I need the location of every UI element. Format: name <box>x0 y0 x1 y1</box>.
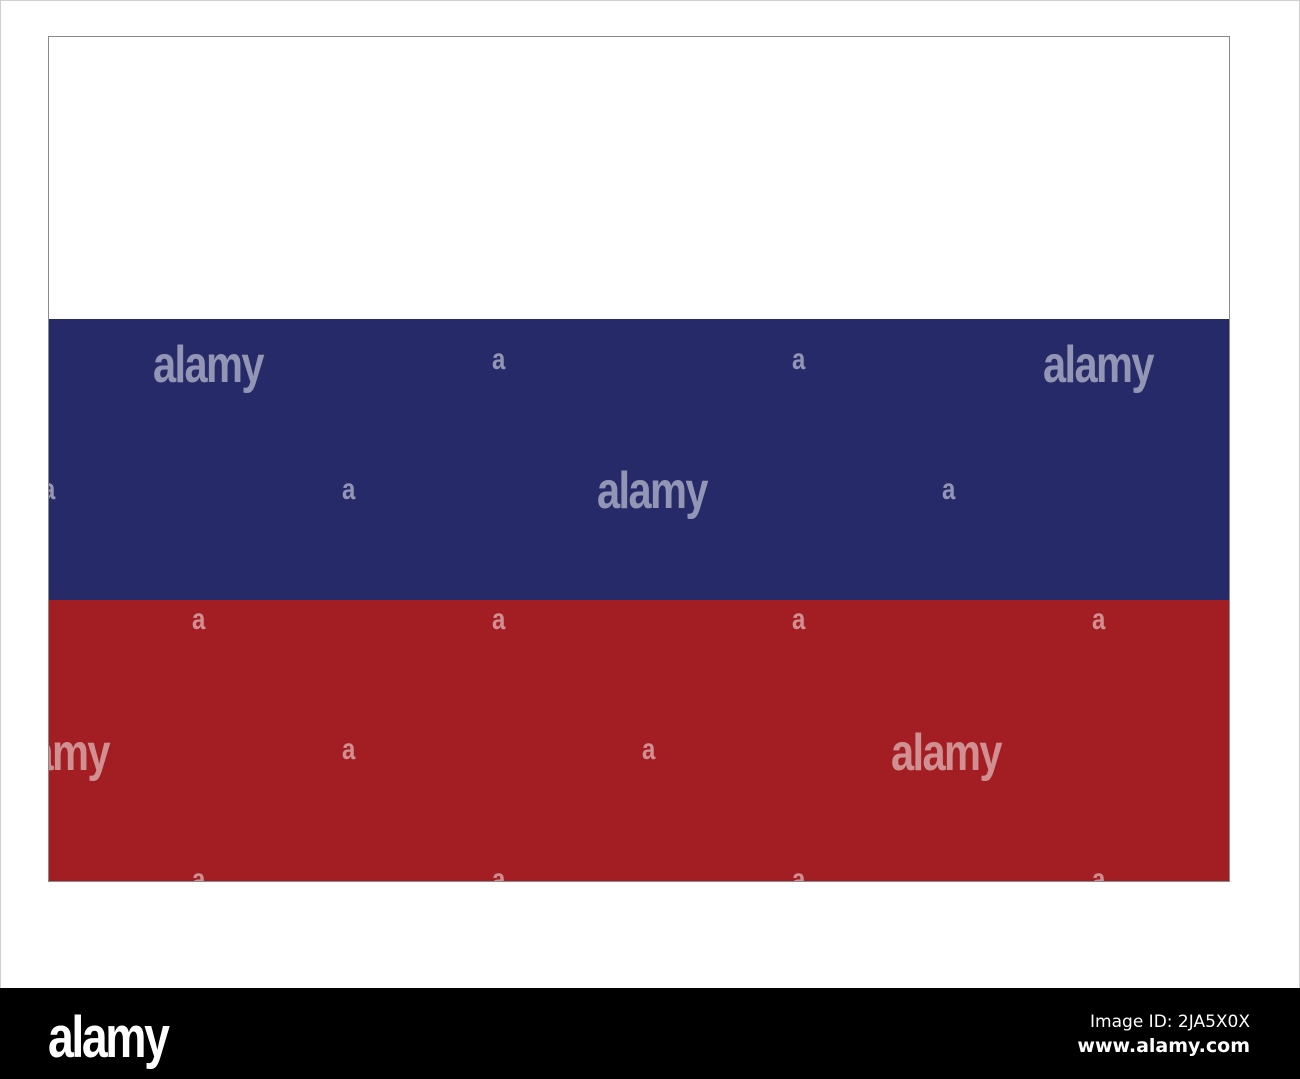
site-url[interactable]: www.alamy.com <box>1077 1035 1250 1057</box>
watermark: alamy <box>1043 336 1155 394</box>
watermark: alamy <box>597 462 709 520</box>
watermark: alamy <box>153 336 265 394</box>
image-frame: alamy alamy alamy alamy alamy a a a a a … <box>0 0 1300 989</box>
alamy-logo: alamy <box>48 1005 170 1070</box>
image-id: Image ID: 2JA5X0X <box>1090 1012 1250 1032</box>
watermark: a <box>192 603 205 636</box>
watermark: alamy <box>891 724 1003 782</box>
watermark: a <box>492 863 505 881</box>
watermark: a <box>192 863 205 881</box>
watermark: a <box>342 473 355 506</box>
flag-stripe-red <box>49 600 1229 881</box>
flag-stripe-blue <box>49 319 1229 600</box>
watermark: a <box>492 343 505 376</box>
watermark: a <box>792 863 805 881</box>
watermark: a <box>792 343 805 376</box>
watermark: a <box>792 603 805 636</box>
watermark: a <box>642 733 655 766</box>
russian-flag: alamy alamy alamy alamy alamy a a a a a … <box>48 36 1230 882</box>
watermark: a <box>942 473 955 506</box>
flag-stripe-white <box>49 37 1229 319</box>
watermark: alamy <box>49 724 111 782</box>
watermark: a <box>342 733 355 766</box>
watermark: a <box>1092 603 1105 636</box>
watermark: a <box>49 473 55 507</box>
watermark: a <box>1092 863 1105 881</box>
footer-bar <box>0 988 1300 1079</box>
watermark: a <box>492 603 505 636</box>
